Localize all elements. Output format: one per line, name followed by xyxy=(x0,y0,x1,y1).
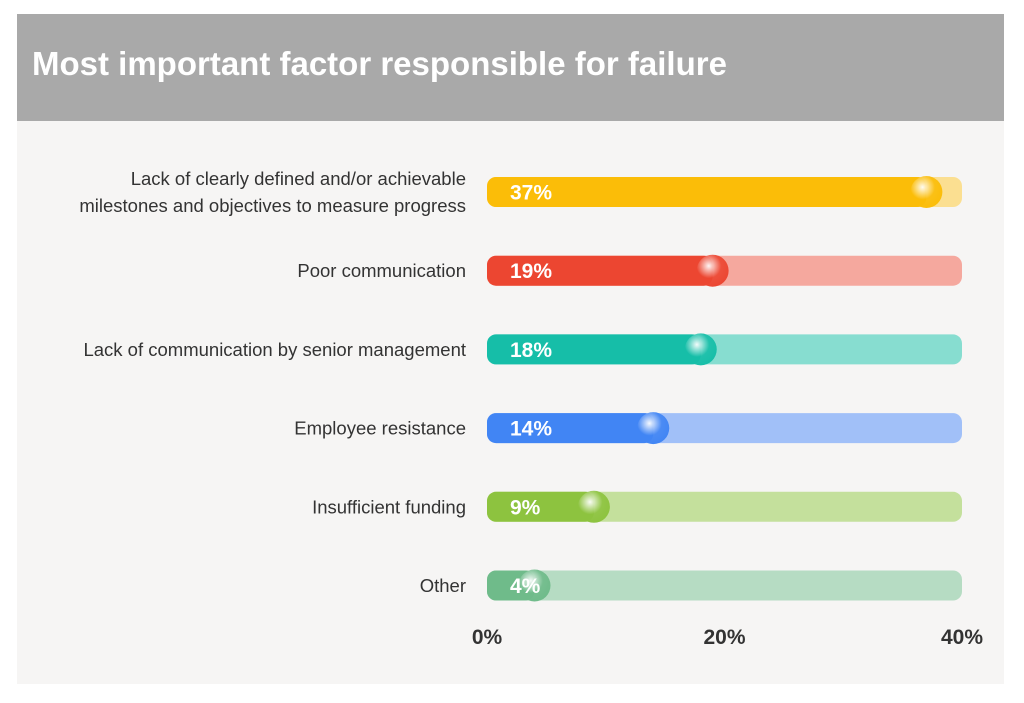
value-label: 9% xyxy=(510,496,541,519)
bar-end-knob xyxy=(910,176,943,208)
x-tick-label: 40% xyxy=(941,626,983,649)
bar-row: 9% Insufficient funding xyxy=(312,490,962,523)
x-tick-label: 0% xyxy=(472,626,503,649)
category-label: milestones and objectives to measure pro… xyxy=(79,195,466,216)
bar xyxy=(487,177,927,207)
bar-row: 37% Lack of clearly defined and/or achiev… xyxy=(79,168,962,216)
category-label: Poor communication xyxy=(297,260,466,281)
category-label: Lack of clearly defined and/or achievabl… xyxy=(131,168,466,189)
bar-track xyxy=(487,570,962,601)
bar-end-knob xyxy=(577,490,610,523)
bar xyxy=(487,334,701,365)
bar-end-knob xyxy=(684,333,717,366)
category-label: Lack of communication by senior manageme… xyxy=(83,339,466,360)
title-bar: Most important factor responsible for fa… xyxy=(17,14,1004,121)
chart-card: Most important factor responsible for fa… xyxy=(17,14,1004,684)
value-label: 14% xyxy=(510,418,552,441)
value-label: 4% xyxy=(510,575,541,598)
value-label: 37% xyxy=(510,182,552,205)
bar-chart: 37% Lack of clearly defined and/or achiev… xyxy=(79,168,984,649)
bar-row: 18% Lack of communication by senior manag… xyxy=(83,333,962,366)
value-label: 18% xyxy=(510,339,552,362)
x-tick-label: 20% xyxy=(703,626,745,649)
bar-end-knob xyxy=(637,412,670,445)
bar-end-knob xyxy=(518,569,551,602)
bar xyxy=(487,255,713,286)
value-label: 19% xyxy=(510,260,552,283)
chart-title: Most important factor responsible for fa… xyxy=(32,45,727,82)
bar xyxy=(487,491,594,522)
x-axis: 0% 20% 40% xyxy=(472,626,984,649)
bar-row: 19% Poor communication xyxy=(297,254,962,287)
bars-group: 37% Lack of clearly defined and/or achiev… xyxy=(79,168,962,602)
category-label: Insufficient funding xyxy=(312,496,466,517)
bar xyxy=(487,413,654,444)
bar-row: 14% Employee resistance xyxy=(294,412,962,445)
category-label: Other xyxy=(420,575,466,596)
category-label: Employee resistance xyxy=(294,418,466,439)
bar-row: 4% Other xyxy=(420,569,962,602)
bar-end-knob xyxy=(696,254,729,287)
